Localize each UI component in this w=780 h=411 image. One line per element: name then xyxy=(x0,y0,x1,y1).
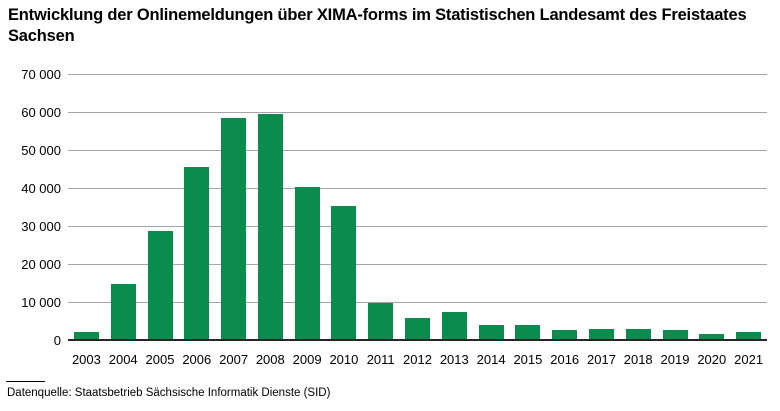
y-axis-tick-label: 60 000 xyxy=(21,104,61,120)
x-axis-label: 2008 xyxy=(255,352,285,367)
x-axis-label: 2020 xyxy=(697,352,727,367)
source-divider xyxy=(6,381,45,382)
bar-2017 xyxy=(588,329,614,340)
bar-2018 xyxy=(625,329,651,340)
x-axis-label: 2018 xyxy=(623,352,653,367)
bar-2021 xyxy=(736,332,762,340)
x-axis-label: 2014 xyxy=(476,352,506,367)
y-axis-tick-label: 0 xyxy=(53,332,61,348)
bar-2019 xyxy=(662,330,688,340)
x-axis-label: 2012 xyxy=(403,352,432,367)
x-axis-label: 2007 xyxy=(219,352,249,367)
bar-2012 xyxy=(405,318,430,340)
x-axis-label: 2005 xyxy=(145,352,175,367)
x-axis-label: 2010 xyxy=(329,352,359,367)
gridline xyxy=(68,225,767,227)
bar-2013 xyxy=(441,312,467,340)
bar-2004 xyxy=(110,284,136,340)
x-axis-label: 2016 xyxy=(550,352,580,367)
x-axis-label: 2013 xyxy=(439,352,469,367)
x-axis-label: 2017 xyxy=(587,352,616,367)
x-axis-line xyxy=(68,339,767,341)
gridline xyxy=(68,263,767,265)
x-axis-label: 2009 xyxy=(292,352,322,367)
bar-2016 xyxy=(552,330,578,340)
bar-2009 xyxy=(294,187,320,340)
y-axis-tick-label: 70 000 xyxy=(21,66,61,82)
bar-2015 xyxy=(515,325,541,340)
gridline xyxy=(68,149,767,151)
bar-2003 xyxy=(73,332,99,340)
x-axis-label: 2015 xyxy=(513,352,543,367)
bar-2005 xyxy=(147,231,173,340)
y-axis-tick-label: 10 000 xyxy=(21,294,61,310)
gridline xyxy=(68,301,767,303)
y-axis-tick-label: 30 000 xyxy=(21,218,61,234)
bar-2006 xyxy=(184,167,210,340)
bar-2008 xyxy=(257,114,283,340)
y-axis-tick-label: 40 000 xyxy=(21,180,61,196)
gridline xyxy=(68,187,767,189)
bar-2011 xyxy=(368,303,394,340)
source-note: Datenquelle: Staatsbetrieb Sächsische In… xyxy=(7,387,331,399)
x-axis-label: 2011 xyxy=(366,352,395,367)
y-axis-tick-label: 50 000 xyxy=(21,142,61,158)
gridline xyxy=(68,73,767,75)
bar-2007 xyxy=(221,118,247,340)
x-axis-label: 2003 xyxy=(71,352,101,367)
x-axis-label: 2006 xyxy=(182,352,212,367)
y-axis-tick-label: 20 000 xyxy=(21,256,61,272)
bar-2010 xyxy=(331,206,357,340)
x-axis-label: 2021 xyxy=(734,352,764,367)
bar-2014 xyxy=(478,325,504,340)
bar-2020 xyxy=(699,334,725,340)
gridline xyxy=(68,111,767,113)
x-axis-label: 2019 xyxy=(660,352,690,367)
x-axis-label: 2004 xyxy=(108,352,138,367)
chart-title: Entwicklung der Onlinemeldungen über XIM… xyxy=(8,6,747,45)
